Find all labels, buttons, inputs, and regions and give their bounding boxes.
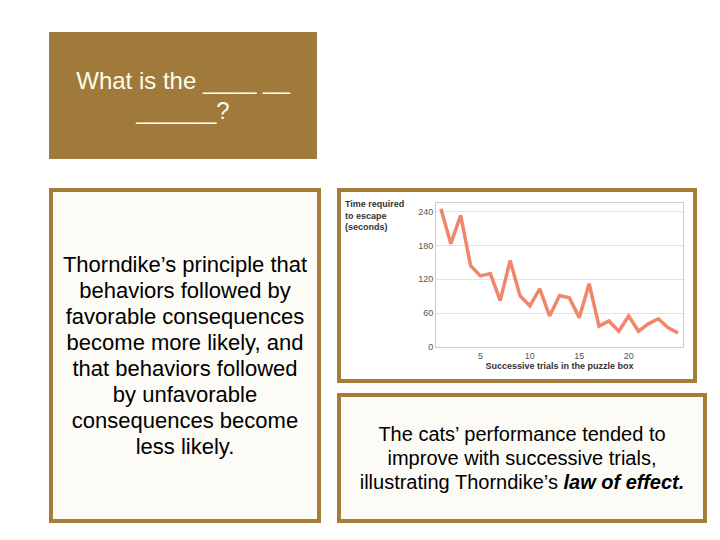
svg-text:240: 240 (418, 207, 433, 217)
svg-text:10: 10 (525, 351, 535, 361)
svg-text:120: 120 (418, 274, 433, 284)
svg-text:60: 60 (423, 308, 433, 318)
html-text:Thorndike’s principle that beh: Thorndike’s principle that behaviors fol… (62, 251, 308, 459)
svg-text:20: 20 (624, 351, 634, 361)
svg-text:15: 15 (574, 351, 584, 361)
svg-text:Time requiredto escape(seconds: Time requiredto escape(seconds) (345, 199, 404, 232)
svg-text:Successive trials in the puzzl: Successive trials in the puzzle box (485, 361, 633, 371)
svg-text:0: 0 (428, 342, 433, 352)
svg-text:5: 5 (478, 351, 483, 361)
html-text:The cats’ performance tended t: The cats’ performance tended to improve … (359, 423, 685, 493)
svg-text:180: 180 (418, 241, 433, 251)
html-text:What is the ____ __ ______?: What is the ____ __ ______? (76, 66, 290, 124)
